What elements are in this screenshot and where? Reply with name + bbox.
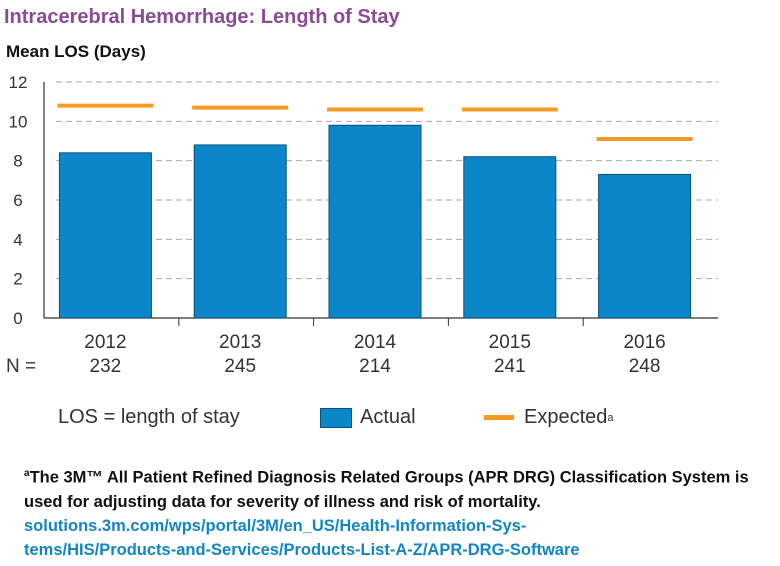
- legend-expected-swatch: [484, 415, 514, 420]
- x-tick-label: 2013: [219, 332, 261, 353]
- n-row-label: N =: [6, 356, 36, 377]
- x-tick-label: 2014: [354, 332, 397, 353]
- bar-chart: 0 2 4 6 8 10 12 2012 232 2013 245 2014 214 2015 241 201…: [6, 73, 718, 377]
- n-value-label: 248: [629, 356, 661, 377]
- n-value-label: 214: [359, 356, 391, 377]
- y-axis-label: Mean LOS (Days): [6, 42, 146, 61]
- legend-expected-footnote-marker: a: [607, 411, 614, 424]
- x-tick-label: 2012: [84, 332, 126, 353]
- y-tick-label: 10: [9, 112, 28, 131]
- footnote-marker: a: [24, 468, 30, 479]
- n-value-label: 241: [494, 356, 526, 377]
- bar-actual: [463, 156, 557, 319]
- bar-actual: [58, 152, 152, 319]
- n-value-label: 245: [224, 356, 256, 377]
- y-tick-label: 0: [13, 309, 22, 328]
- y-tick-label: 6: [13, 191, 22, 210]
- legend-actual-swatch: [320, 407, 352, 428]
- x-tick-label: 2016: [623, 332, 665, 353]
- bar-actual: [328, 124, 422, 319]
- legend-expected: Expected a: [484, 406, 614, 429]
- bar-actual: [193, 144, 287, 319]
- n-value-label: 232: [90, 356, 122, 377]
- footnote-link-line1[interactable]: solutions.3m.com/wps/portal/3M/en_US/Hea…: [24, 516, 527, 535]
- footnote-link-line2[interactable]: tems/HIS/Products-and-Services/Products-…: [24, 540, 580, 559]
- y-tick-label: 2: [13, 270, 22, 289]
- footnote-text: The 3M™ All Patient Refined Diagnosis Re…: [24, 468, 749, 511]
- chart-title: Intracerebral Hemorrhage: Length of Stay: [4, 6, 400, 28]
- legend-actual: Actual: [320, 406, 416, 429]
- legend-los-definition: LOS = length of stay: [58, 406, 240, 428]
- bar-actual: [598, 173, 692, 319]
- footnote: aThe 3M™ All Patient Refined Diagnosis R…: [24, 462, 764, 562]
- legend-expected-label: Expected: [524, 406, 608, 428]
- x-tick-label: 2015: [489, 332, 531, 353]
- y-tick-label: 4: [13, 230, 22, 249]
- legend-actual-label: Actual: [360, 406, 416, 428]
- y-tick-label: 12: [9, 73, 28, 92]
- y-tick-label: 8: [13, 152, 22, 171]
